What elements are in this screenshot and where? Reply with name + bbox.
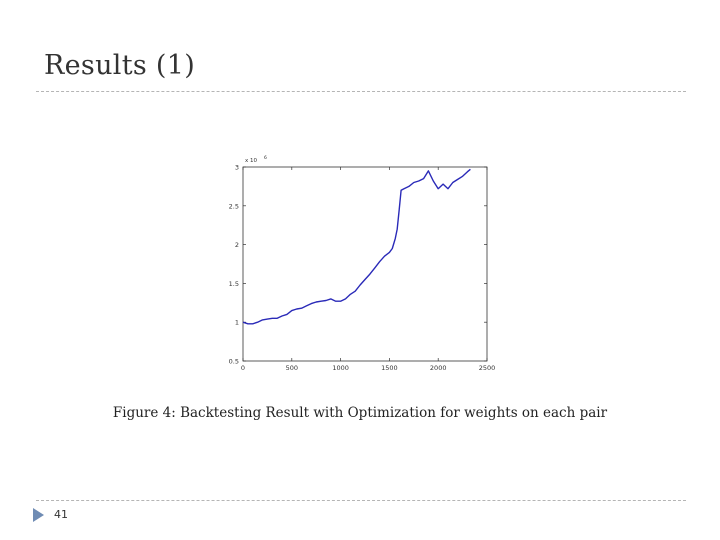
triangle-bullet-icon xyxy=(33,508,44,522)
series-line xyxy=(242,168,471,325)
figure-caption: Figure 4: Backtesting Result with Optimi… xyxy=(112,405,608,421)
x-tick-label: 1000 xyxy=(332,364,349,372)
x-tick-label: 500 xyxy=(286,364,298,372)
y-tick-label: 1 xyxy=(235,319,239,327)
x-tick-label: 2500 xyxy=(479,364,496,372)
title-divider xyxy=(36,91,686,92)
slide-title: Results (1) xyxy=(44,50,196,81)
footer-divider xyxy=(36,500,686,501)
y-tick-label: 0.5 xyxy=(229,358,239,366)
y-tick-label: 1.5 xyxy=(229,280,239,288)
page-number: 41 xyxy=(54,508,68,521)
x-tick-label: 2000 xyxy=(430,364,447,372)
y-tick-label: 3 xyxy=(235,164,239,172)
axis-multiplier: x 10 xyxy=(245,158,258,164)
y-tick-label: 2.5 xyxy=(229,202,239,210)
y-tick-label: 2 xyxy=(235,241,239,249)
plot-frame xyxy=(242,166,488,362)
backtest-chart: 0 500 1000 1500 2000 2500 0.5 1 1.5 2 2.5 3 x 10 6 xyxy=(229,155,496,372)
x-tick-label: 0 xyxy=(241,364,245,372)
axis-multiplier-exponent: 6 xyxy=(264,155,267,161)
x-tick-label: 1500 xyxy=(381,364,398,372)
